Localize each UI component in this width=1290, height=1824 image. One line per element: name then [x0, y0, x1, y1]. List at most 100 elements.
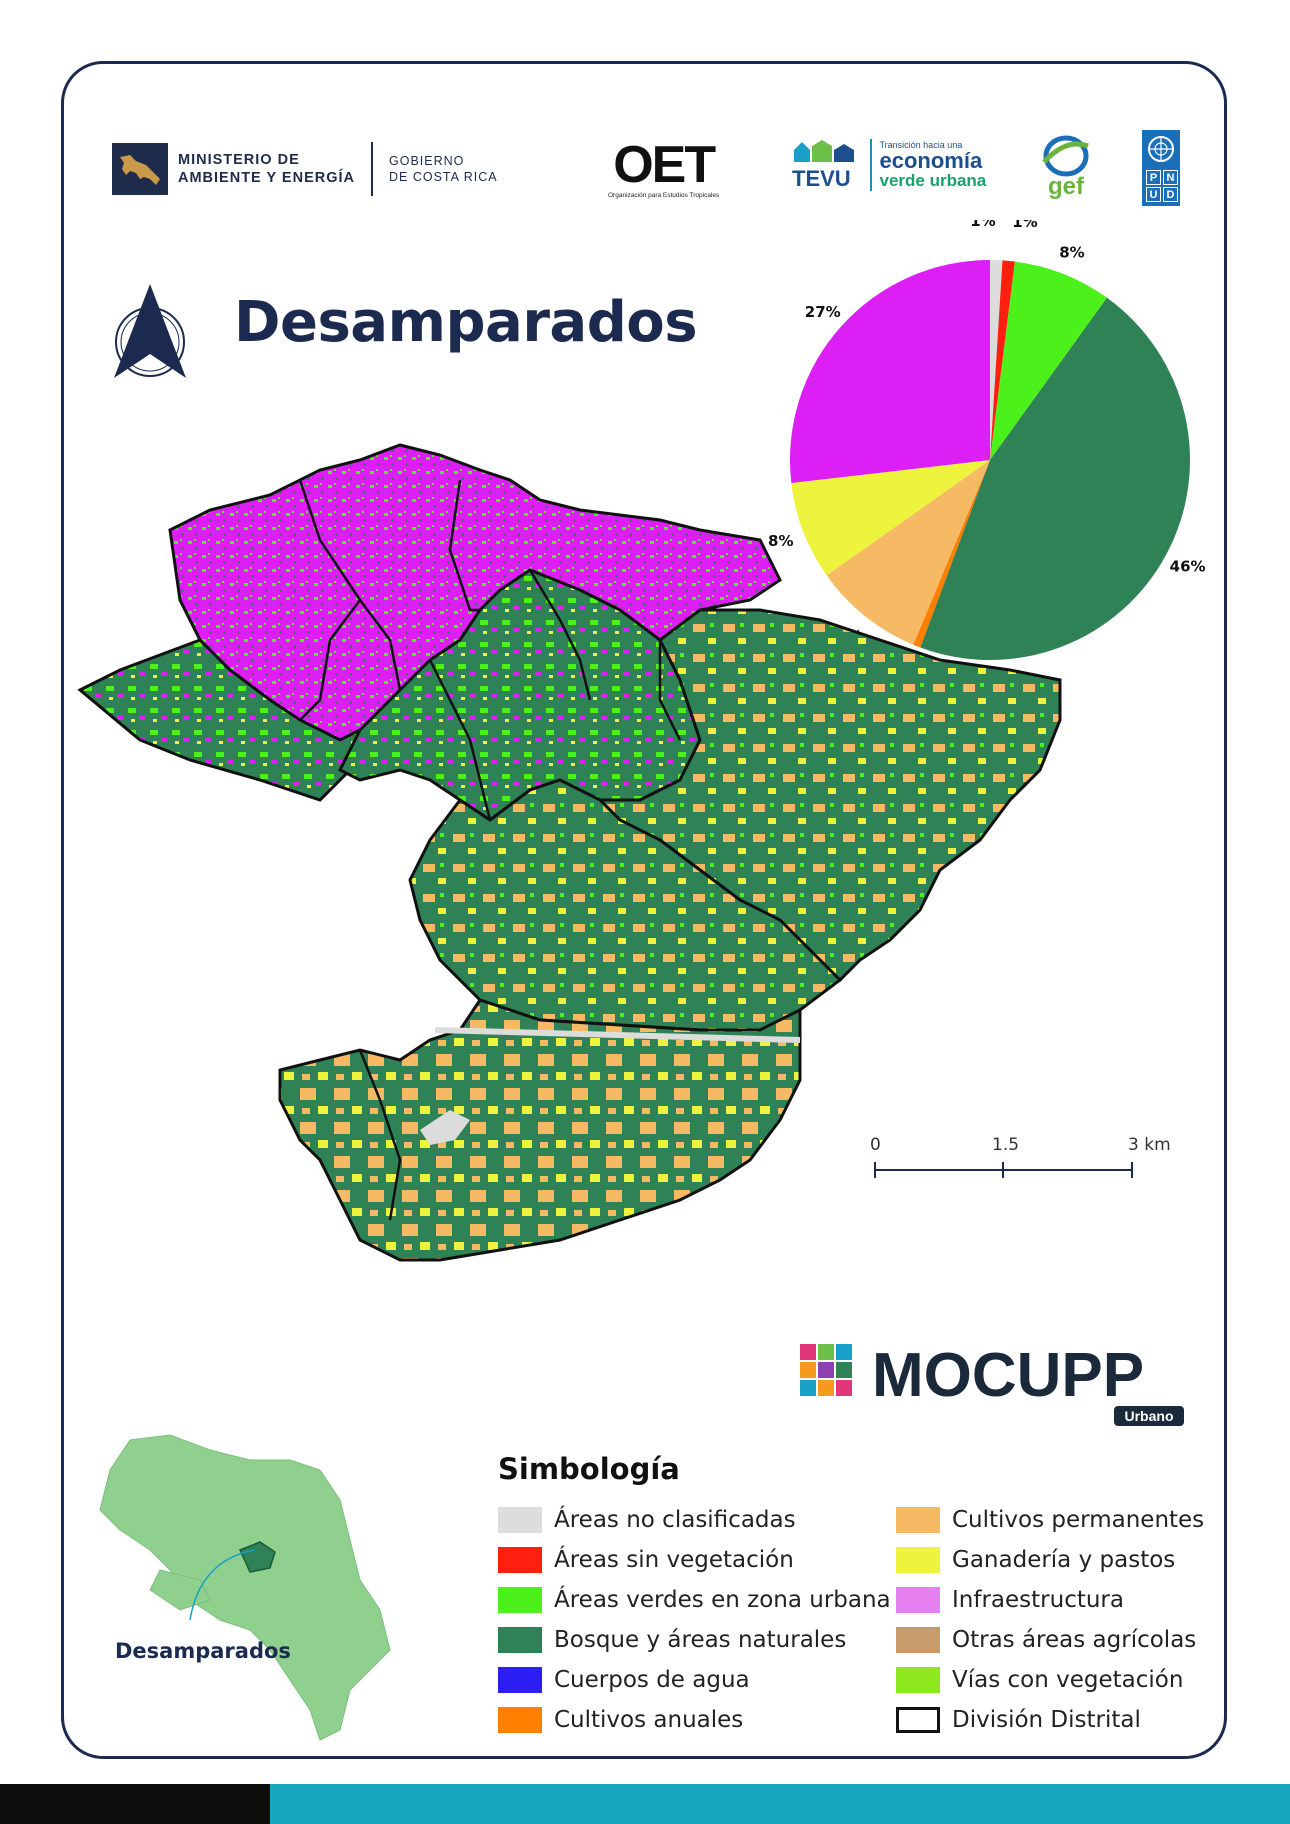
district-east	[596, 608, 1062, 983]
legend-item: Cuerpos de agua	[498, 1666, 896, 1694]
legend-label: Bosque y áreas naturales	[554, 1627, 847, 1653]
oet-wordmark: OET	[613, 136, 716, 194]
minae-divider	[371, 142, 373, 196]
legend-swatch	[896, 1667, 940, 1693]
district-south	[278, 998, 802, 1262]
houses-icon	[794, 140, 854, 162]
legend-item: Infraestructura	[896, 1586, 1226, 1614]
land-use-map	[77, 443, 1062, 1262]
legend-label: Ganadería y pastos	[952, 1547, 1176, 1573]
legend: Áreas no clasificadas Cultivos permanente…	[498, 1506, 1226, 1734]
mocupp-tag: Urbano	[1125, 1408, 1174, 1424]
page-title: Desamparados	[234, 290, 698, 355]
legend-item: Cultivos anuales	[498, 1706, 896, 1734]
legend-swatch	[896, 1707, 940, 1733]
scale-tick-label: 0	[870, 1135, 881, 1155]
legend-label: Vías con vegetación	[952, 1667, 1184, 1693]
legend-swatch	[896, 1587, 940, 1613]
legend-item: Áreas sin vegetación	[498, 1546, 896, 1574]
legend-item: División Distrital	[896, 1706, 1226, 1734]
tevu-verde-urbana: verde urbana	[879, 171, 987, 190]
legend-label: Otras áreas agrícolas	[952, 1627, 1197, 1653]
gef-wordmark: gef	[1048, 173, 1084, 200]
minae-name: MINISTERIO DE AMBIENTE Y ENERGÍA	[178, 152, 355, 186]
legend-swatch	[896, 1627, 940, 1653]
pnud-letter: P	[1146, 170, 1161, 185]
legend-item: Áreas no clasificadas	[498, 1506, 896, 1534]
un-emblem-icon	[1148, 136, 1174, 162]
mocupp-mosaic-icon	[800, 1344, 852, 1396]
legend-item: Vías con vegetación	[896, 1666, 1226, 1694]
legend-swatch	[498, 1627, 542, 1653]
north-arrow-icon	[114, 284, 186, 378]
legend-item: Ganadería y pastos	[896, 1546, 1226, 1574]
district-middle	[408, 778, 843, 1032]
costa-rica-emblem-icon	[112, 143, 168, 195]
mocupp-logo: MOCUPP Urbano	[800, 1341, 1184, 1426]
tevu-divider	[870, 139, 872, 191]
scale-tick-label: 3 km	[1128, 1135, 1171, 1155]
legend-item: Áreas verdes en zona urbana	[498, 1586, 896, 1614]
pnud-letter: N	[1163, 170, 1178, 185]
district-west	[77, 638, 363, 802]
pie-slice-label: 8%	[768, 532, 793, 550]
unclassified-strip	[434, 1027, 801, 1043]
pie-slice	[791, 460, 990, 576]
costa-rica-locator-map: Desamparados	[99, 1434, 391, 1741]
pie-slice	[920, 297, 1190, 660]
minae-logo: MINISTERIO DE AMBIENTE Y ENERGÍA GOBIERN…	[112, 142, 498, 196]
tevu-tagline: Transición hacia una	[879, 140, 963, 150]
legend-swatch	[498, 1547, 542, 1573]
pnud-letter: D	[1163, 187, 1178, 202]
legend-item: Otras áreas agrícolas	[896, 1626, 1226, 1654]
unclassified-patch	[420, 1110, 470, 1145]
legend-swatch	[498, 1587, 542, 1613]
pie-slice	[990, 261, 1107, 460]
pie-slice-label: 8%	[1059, 244, 1084, 262]
footer-bar-dark	[0, 1784, 270, 1824]
pie-slice-label: 1%	[970, 220, 995, 230]
pie-slice-label: 46%	[1170, 557, 1206, 575]
scale-bar: 0 1.5 3 km	[870, 1135, 1171, 1178]
pnud-letter: U	[1146, 187, 1161, 202]
legend-label: Cultivos permanentes	[952, 1507, 1205, 1533]
legend-swatch	[896, 1547, 940, 1573]
tevu-logo: TEVU Transición hacia una economía verde…	[792, 138, 986, 192]
map-frame	[61, 61, 1227, 1759]
pie-slice-label: 1%	[1012, 220, 1037, 231]
legend-swatch	[896, 1507, 940, 1533]
legend-title: Simbología	[498, 1452, 680, 1486]
legend-swatch	[498, 1667, 542, 1693]
gef-logo: gef	[1038, 132, 1094, 200]
legend-item: Bosque y áreas naturales	[498, 1626, 896, 1654]
legend-label: Áreas verdes en zona urbana	[554, 1587, 891, 1613]
footer-bar-teal	[270, 1784, 1290, 1824]
oet-subtitle: Organización para Estudios Tropicales	[608, 192, 720, 199]
scale-tick-label: 1.5	[992, 1135, 1019, 1155]
mocupp-wordmark: MOCUPP	[872, 1341, 1144, 1410]
oet-logo: OET Organización para Estudios Tropicale…	[608, 138, 719, 199]
pie-slice-label: 27%	[805, 303, 841, 321]
gobierno-text: GOBIERNO DE COSTA RICA	[389, 154, 498, 184]
costa-rica-shape	[99, 1434, 391, 1741]
gef-globe-icon	[1042, 135, 1089, 177]
legend-label: Infraestructura	[952, 1587, 1124, 1613]
legend-label: Cultivos anuales	[554, 1707, 744, 1733]
pie-slice	[913, 460, 990, 648]
legend-label: Cuerpos de agua	[554, 1667, 750, 1693]
legend-label: División Distrital	[952, 1707, 1141, 1733]
legend-swatch	[498, 1707, 542, 1733]
tevu-economia: economía	[879, 148, 983, 173]
pie-slice	[826, 460, 990, 645]
legend-swatch	[498, 1507, 542, 1533]
legend-item: Cultivos permanentes	[896, 1506, 1226, 1534]
tevu-wordmark: TEVU	[792, 166, 851, 191]
pnud-letters: P N U D	[1146, 170, 1178, 202]
locator-label: Desamparados	[115, 1639, 291, 1663]
district-division-lines	[298, 479, 682, 1221]
pie-slice	[990, 260, 1003, 460]
pie-slice	[790, 260, 990, 484]
pie-slice	[990, 260, 1015, 460]
desamparados-highlight	[238, 1541, 276, 1573]
legend-label: Áreas no clasificadas	[554, 1507, 796, 1533]
